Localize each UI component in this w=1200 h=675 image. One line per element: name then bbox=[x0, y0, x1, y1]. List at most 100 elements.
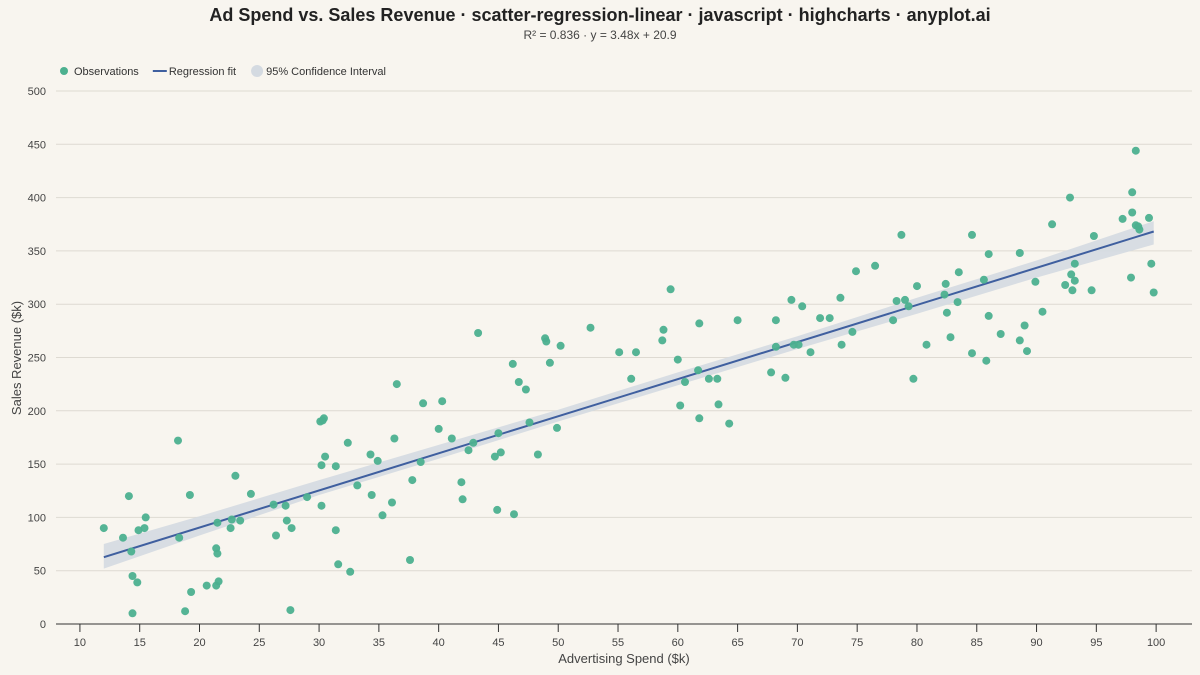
x-tick-label: 90 bbox=[1030, 637, 1042, 649]
data-point bbox=[666, 285, 675, 294]
chart-subtitle: R² = 0.836 · y = 3.48x + 20.9 bbox=[523, 28, 676, 42]
data-point bbox=[1048, 220, 1057, 229]
data-point bbox=[545, 358, 554, 367]
data-point bbox=[695, 414, 704, 423]
data-point bbox=[632, 348, 640, 357]
data-point bbox=[231, 471, 240, 480]
legend-label: 95% Confidence Interval bbox=[266, 66, 386, 78]
data-point bbox=[236, 516, 245, 525]
data-point bbox=[586, 323, 595, 332]
data-point bbox=[848, 327, 857, 336]
data-point bbox=[1131, 146, 1140, 155]
axes: 0 50 100 150 200 250 300 350 400 450 500 10 15 20 25 30… bbox=[28, 86, 1192, 649]
legend-label: Observations bbox=[74, 66, 139, 78]
data-point bbox=[140, 524, 149, 533]
data-point bbox=[286, 606, 295, 615]
data-point bbox=[406, 556, 414, 564]
legend-item-2: Regression fit bbox=[152, 66, 236, 78]
y-tick-label: 100 bbox=[28, 512, 46, 524]
data-point bbox=[366, 450, 375, 459]
data-point bbox=[771, 316, 780, 325]
data-point bbox=[1061, 281, 1070, 289]
data-point bbox=[725, 419, 734, 428]
data-point bbox=[1015, 249, 1024, 257]
data-point bbox=[346, 567, 355, 576]
data-point bbox=[681, 378, 689, 386]
data-point bbox=[493, 505, 502, 514]
data-point bbox=[317, 461, 326, 470]
data-point bbox=[181, 607, 190, 616]
legend-band-icon bbox=[251, 65, 264, 77]
data-point bbox=[128, 609, 137, 618]
data-point bbox=[213, 518, 222, 527]
data-point bbox=[794, 340, 803, 349]
data-point bbox=[494, 429, 503, 438]
x-tick-label: 75 bbox=[851, 637, 863, 649]
data-point bbox=[525, 418, 534, 427]
data-point bbox=[416, 458, 425, 466]
x-tick-label: 85 bbox=[971, 637, 983, 649]
data-point bbox=[1147, 259, 1156, 268]
data-point bbox=[909, 374, 918, 383]
data-point bbox=[1089, 232, 1098, 240]
data-point bbox=[940, 290, 949, 299]
chart-title: Ad Spend vs. Sales Revenue · scatter-reg… bbox=[209, 5, 990, 25]
data-point bbox=[281, 501, 290, 510]
data-point bbox=[141, 513, 150, 522]
data-point bbox=[521, 385, 530, 394]
data-point bbox=[767, 368, 776, 377]
data-point bbox=[496, 448, 505, 457]
data-point bbox=[246, 489, 255, 498]
data-point bbox=[510, 510, 518, 519]
data-point bbox=[659, 325, 668, 334]
data-point bbox=[185, 491, 194, 499]
y-tick-label: 250 bbox=[28, 353, 46, 365]
data-point bbox=[941, 279, 950, 288]
data-point bbox=[968, 230, 976, 239]
data-point bbox=[1023, 347, 1031, 356]
data-point bbox=[434, 424, 443, 433]
x-tick-label: 20 bbox=[193, 637, 205, 649]
data-point bbox=[1070, 259, 1079, 268]
x-tick-label: 10 bbox=[74, 637, 86, 649]
data-point bbox=[836, 293, 845, 302]
data-point bbox=[553, 423, 561, 432]
data-point bbox=[303, 493, 312, 502]
x-tick-label: 35 bbox=[373, 637, 385, 649]
data-point bbox=[533, 450, 542, 459]
data-point bbox=[871, 261, 880, 270]
data-point bbox=[984, 311, 993, 320]
data-point bbox=[1031, 277, 1040, 286]
y-tick-label: 200 bbox=[28, 406, 46, 418]
x-tick-label: 55 bbox=[612, 637, 624, 649]
x-tick-label: 95 bbox=[1090, 637, 1102, 649]
x-tick-label: 65 bbox=[731, 637, 743, 649]
x-tick-label: 100 bbox=[1147, 637, 1165, 649]
data-point bbox=[658, 336, 667, 345]
data-point bbox=[514, 378, 523, 386]
data-point bbox=[474, 329, 483, 337]
data-point bbox=[1127, 273, 1135, 282]
data-point bbox=[714, 400, 723, 409]
data-point bbox=[787, 295, 796, 304]
data-point bbox=[704, 374, 713, 383]
data-point bbox=[1038, 307, 1047, 316]
y-tick-label: 300 bbox=[28, 299, 46, 311]
x-tick-label: 30 bbox=[313, 637, 325, 649]
observations-group bbox=[99, 146, 1158, 618]
data-point bbox=[892, 297, 901, 305]
data-point bbox=[806, 348, 815, 357]
x-tick-label: 60 bbox=[672, 637, 684, 649]
data-point bbox=[676, 401, 685, 410]
data-point bbox=[508, 359, 517, 368]
legend-item-3: 95% Confidence Interval bbox=[251, 65, 386, 78]
data-point bbox=[1067, 270, 1076, 279]
data-point bbox=[128, 572, 137, 580]
data-point bbox=[1015, 336, 1024, 345]
data-point bbox=[367, 491, 376, 499]
data-point bbox=[1149, 288, 1158, 297]
data-point bbox=[897, 230, 906, 239]
legend-label: Regression fit bbox=[169, 66, 236, 78]
data-point bbox=[953, 298, 962, 307]
